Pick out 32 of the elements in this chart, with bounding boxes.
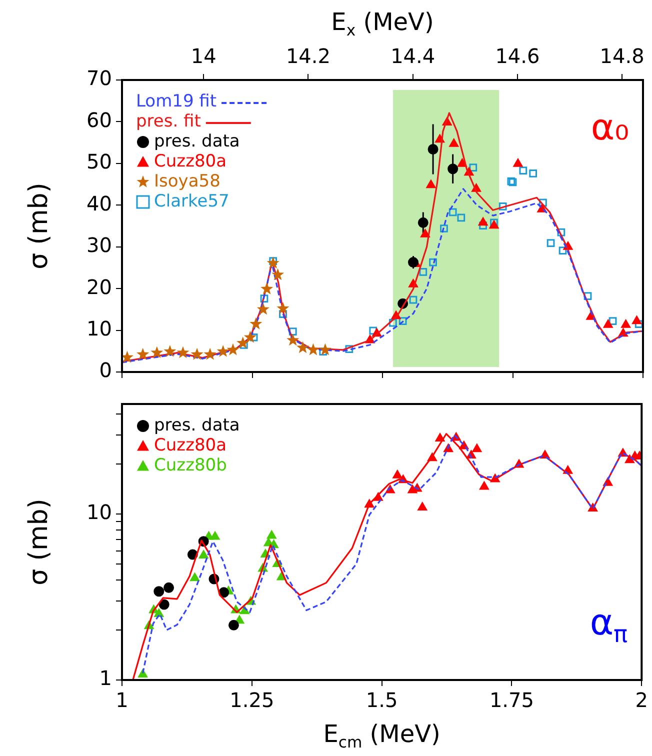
- text: pres. fit: [136, 111, 202, 132]
- y-axis-title: σ (mb): [24, 182, 54, 270]
- y-tick-label: 40: [86, 191, 112, 216]
- legend-label: Cuzz80a: [154, 435, 227, 456]
- text: Lom19 fit: [136, 91, 217, 112]
- x-tick-label: 2: [635, 688, 648, 712]
- legend-label: Clarke57: [154, 191, 230, 212]
- x2-tick-label: 14: [190, 44, 216, 68]
- legend-label: Isoya58: [154, 171, 220, 192]
- y-tick-label: 10: [86, 316, 112, 340]
- y-tick-label: 50: [86, 150, 112, 174]
- annotation: α₀: [590, 107, 630, 148]
- x2-tick-label: 14.4: [390, 44, 436, 68]
- x-tick-label: 1.75: [489, 688, 534, 712]
- y-tick-label: 70: [86, 66, 112, 90]
- y-tick-label: 1: [99, 666, 112, 690]
- y-tick-label: 0: [99, 358, 112, 382]
- y-tick-label: 10: [86, 500, 112, 524]
- y-tick-label: 20: [86, 274, 112, 299]
- x-tick-label: 1.5: [366, 688, 398, 712]
- legend-label: pres. data: [154, 131, 240, 152]
- x2-tick-label: 14.2: [286, 44, 330, 68]
- legend-label: pres. data: [154, 415, 240, 436]
- y-tick-label: 60: [86, 108, 112, 132]
- x-tick-label: 1: [116, 688, 128, 712]
- x2-tick-label: 14.8: [600, 44, 644, 68]
- y-axis-title: σ (mb): [24, 498, 54, 586]
- y-tick-label: 30: [86, 233, 112, 258]
- x-tick-label: 1.25: [230, 688, 274, 712]
- legend-label: Cuzz80a: [154, 151, 227, 172]
- x2-tick-label: 14.6: [495, 44, 540, 68]
- legend-label: Cuzz80b: [154, 455, 227, 476]
